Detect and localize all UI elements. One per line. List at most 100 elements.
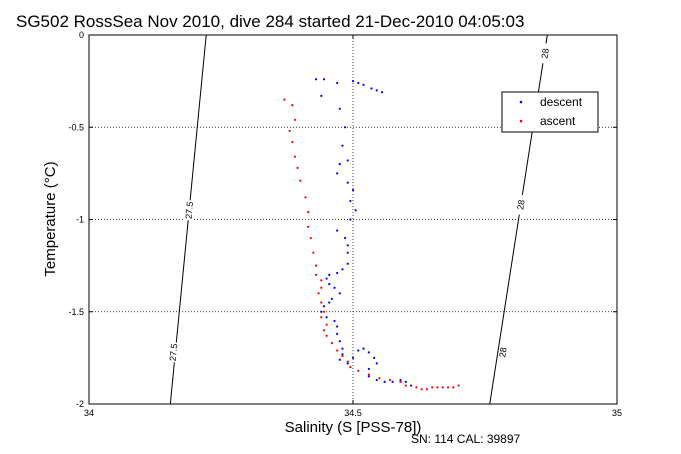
descent-point <box>341 347 344 350</box>
legend: descent ascent <box>501 91 599 133</box>
ascent-point <box>296 166 299 169</box>
ascent-point <box>367 373 370 376</box>
ascent-point <box>336 349 339 352</box>
descent-point <box>341 268 344 271</box>
isopycnal-label: 28 <box>515 199 526 210</box>
ascent-point <box>307 211 310 214</box>
ascent-point <box>325 334 328 337</box>
ascent-point <box>293 118 297 121</box>
ascent-point <box>341 354 344 358</box>
descent-point <box>338 358 341 361</box>
descent-point <box>383 380 386 383</box>
descent-point <box>336 271 339 275</box>
legend-marker-ascent <box>519 119 523 123</box>
ascent-point <box>388 378 392 382</box>
descent-point <box>330 297 333 300</box>
ascent-point <box>420 388 423 391</box>
descent-point <box>343 126 347 129</box>
descent-point <box>391 380 394 383</box>
ascent-point <box>378 377 381 380</box>
descent-series <box>314 78 413 387</box>
y-tick-label: -1 <box>76 215 84 225</box>
descent-point <box>375 362 378 365</box>
x-axis-label: Salinity (S [PSS-78]) <box>285 419 422 436</box>
descent-point <box>370 87 373 90</box>
descent-point <box>404 380 407 383</box>
y-tick-label: -1.5 <box>68 307 84 317</box>
descent-point <box>338 107 341 110</box>
descent-point <box>328 301 331 304</box>
ascent-point <box>309 236 312 240</box>
descent-point <box>409 384 413 387</box>
descent-point <box>341 144 344 147</box>
descent-point <box>325 316 328 319</box>
isopycnal-label: 28 <box>539 48 550 59</box>
descent-point <box>351 188 355 192</box>
ascent-point <box>314 273 318 276</box>
descent-point <box>367 367 370 371</box>
x-tick-label: 34 <box>84 408 94 418</box>
descent-point <box>338 340 341 343</box>
descent-point <box>346 159 349 162</box>
ascent-point <box>452 386 455 389</box>
descent-point <box>336 172 339 175</box>
isopycnal-label-bg <box>184 199 195 221</box>
legend-label-descent: descent <box>540 95 583 109</box>
ascent-point <box>291 104 294 107</box>
x-axis-ticks: 34 34.5 35 <box>84 35 622 418</box>
y-axis-ticks: 0 -0.5 -1 -1.5 -2 <box>68 30 617 409</box>
descent-point <box>375 378 378 382</box>
descent-point <box>351 80 355 83</box>
descent-point <box>346 181 349 184</box>
ascent-point <box>404 384 407 387</box>
descent-point <box>351 356 355 359</box>
descent-point <box>346 262 349 265</box>
ascent-point <box>357 369 360 372</box>
legend-box <box>501 91 599 133</box>
ascent-point <box>283 98 286 101</box>
ascent-point <box>349 366 352 369</box>
ascent-point <box>320 301 323 304</box>
descent-point <box>343 236 347 240</box>
ascent-point <box>299 179 302 182</box>
descent-point <box>367 375 370 378</box>
ascent-point <box>293 155 297 158</box>
x-tick-label: 35 <box>612 408 622 418</box>
isopycnal-label: 27.5 <box>168 343 180 361</box>
ascent-point <box>304 196 307 199</box>
isopycnal-label-bg <box>497 341 509 363</box>
descent-point <box>354 209 357 212</box>
descent-point <box>336 81 339 85</box>
descent-point <box>338 292 341 295</box>
legend-marker-descent <box>519 100 523 104</box>
isopycnal-label-bg <box>539 42 551 64</box>
descent-point <box>314 78 318 81</box>
ascent-series <box>283 98 460 391</box>
descent-point <box>336 325 339 328</box>
descent-point <box>380 91 384 94</box>
descent-point <box>357 81 360 85</box>
descent-point <box>325 277 328 280</box>
isopycnal-label: 28 <box>497 347 508 358</box>
ascent-point <box>320 286 323 289</box>
descent-point <box>322 305 326 308</box>
descent-point <box>320 310 323 313</box>
y-axis-label: Temperature (°C) <box>42 161 59 276</box>
x-tick-label: 34.5 <box>344 408 362 418</box>
descent-point <box>357 349 360 352</box>
ascent-point <box>431 386 434 389</box>
descent-point <box>346 362 349 365</box>
descent-point <box>399 378 402 382</box>
descent-point <box>336 332 339 335</box>
chart-title: SG502 RossSea Nov 2010, dive 284 started… <box>16 12 524 31</box>
ascent-point <box>325 323 328 326</box>
isopycnal-label-bg <box>168 341 179 363</box>
ascent-point <box>399 380 402 383</box>
descent-point <box>341 353 344 356</box>
isopycnal-label-bg <box>515 194 527 216</box>
descent-point <box>320 94 323 97</box>
descent-point <box>328 273 331 276</box>
ascent-point <box>312 251 315 254</box>
ascent-point <box>322 329 326 332</box>
